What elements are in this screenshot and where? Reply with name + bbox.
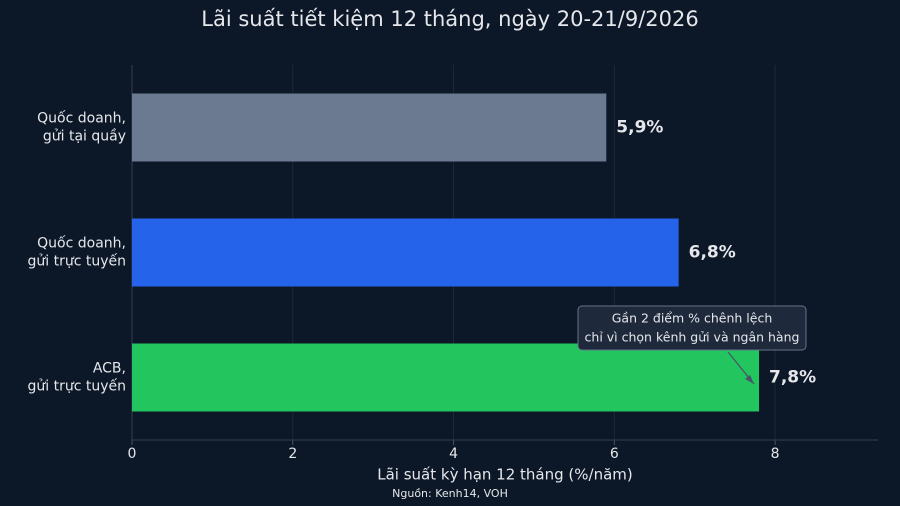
arrow-head: [745, 375, 754, 384]
y-tick-label: gửi trực tuyến: [28, 378, 127, 395]
value-label: 6,8%: [689, 243, 736, 263]
y-tick-label: Quốc doanh,: [37, 235, 126, 252]
value-label: 7,8%: [769, 368, 816, 388]
chart-title: Lãi suất tiết kiệm 12 tháng, ngày 20-21/…: [201, 7, 698, 31]
annotation-box: [577, 305, 807, 351]
y-tick-label: gửi tại quầy: [43, 129, 126, 145]
x-tick-label: 4: [449, 446, 458, 462]
annotation-text: chỉ vì chọn kênh gửi và ngân hàng: [585, 330, 800, 345]
x-axis-label: Lãi suất kỳ hạn 12 tháng (%/năm): [377, 466, 633, 484]
source: Nguồn: Kenh14, VOH: [392, 487, 508, 500]
x-tick-label: 8: [771, 446, 780, 462]
value-label: 5,9%: [616, 118, 663, 138]
y-tick-label: Quốc doanh,: [37, 110, 126, 127]
y-tick-label: ACB,: [93, 361, 126, 377]
y-tick-label: gửi trực tuyến: [28, 253, 127, 270]
bar: [132, 218, 679, 287]
bar: [132, 343, 760, 412]
x-tick-label: 0: [128, 446, 137, 462]
annotation-text: Gần 2 điểm % chênh lệch: [612, 311, 773, 326]
x-tick-label: 6: [610, 446, 619, 462]
bar: [132, 93, 607, 162]
x-tick-label: 2: [288, 446, 297, 462]
